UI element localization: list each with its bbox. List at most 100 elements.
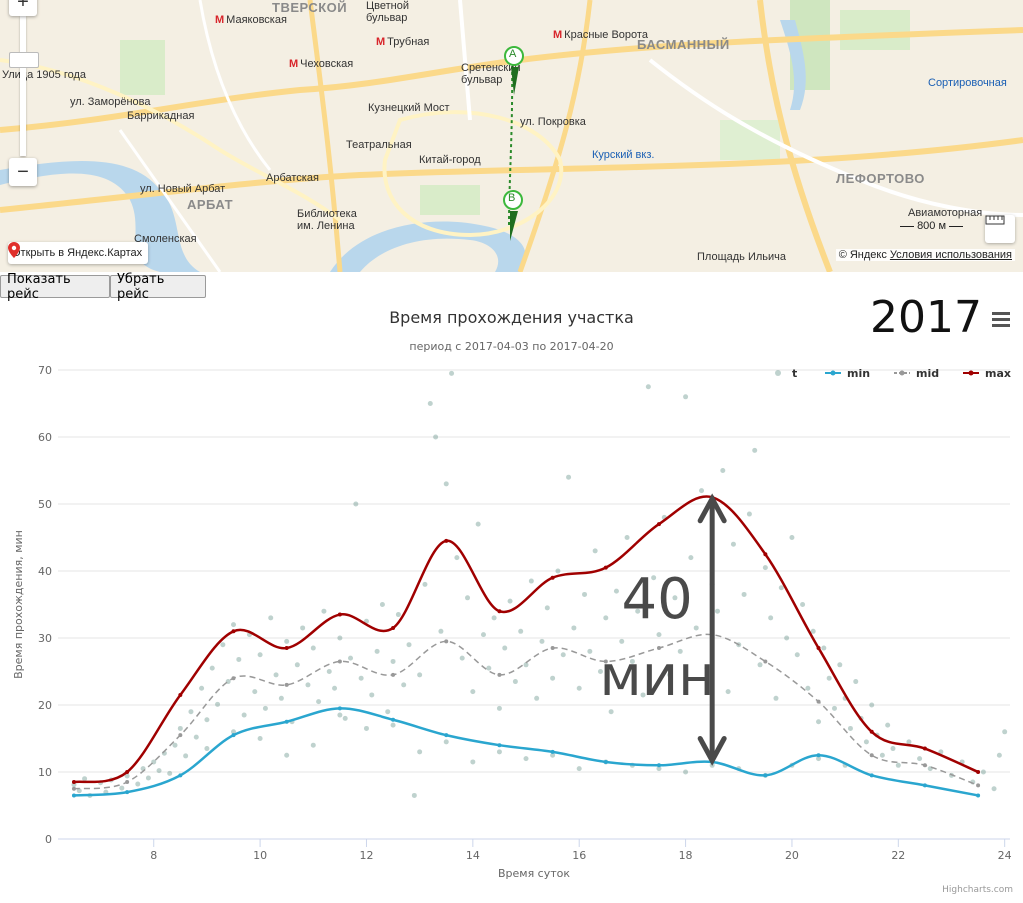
- scatter-point-t: [374, 648, 380, 654]
- street-label: Улица 1905 года: [2, 69, 86, 81]
- yandex-map[interactable]: ТВЕРСКОЙ БАСМАННЫЙ АРБАТ ЛЕФОРТОВО M Маяк…: [0, 0, 1023, 272]
- hide-route-button[interactable]: Убрать рейс: [110, 272, 206, 302]
- zoom-out-button[interactable]: −: [9, 158, 37, 186]
- series-marker-max: [976, 770, 981, 774]
- scatter-point-t: [215, 701, 221, 707]
- metro-station: Арбатская: [266, 172, 319, 184]
- scatter-point-t: [390, 722, 396, 728]
- series-marker-max: [284, 646, 289, 651]
- series-marker-mid: [231, 676, 236, 681]
- y-tick-label: 10: [38, 766, 52, 779]
- scatter-point-t: [523, 662, 529, 668]
- scatter-point-t: [566, 474, 572, 480]
- series-marker-min: [922, 783, 927, 788]
- metro-station: M Красные Ворота: [553, 29, 648, 41]
- series-marker-mid: [284, 682, 289, 687]
- scatter-point-t: [789, 535, 795, 540]
- scatter-point-t: [422, 581, 428, 587]
- scatter-point-t: [241, 712, 247, 718]
- scatter-point-t: [507, 598, 513, 604]
- scatter-point-t: [395, 612, 401, 618]
- street-label: ул. Заморёнова: [70, 96, 151, 108]
- series-marker-max: [816, 646, 821, 651]
- ruler-button[interactable]: [985, 215, 1015, 243]
- scatter-point-t: [124, 773, 130, 779]
- x-tick-label: 24: [998, 849, 1012, 862]
- scatter-point-t: [613, 588, 619, 594]
- scatter-point-t: [778, 585, 784, 591]
- scatter-point-t: [459, 655, 465, 661]
- scatter-point-t: [624, 535, 630, 540]
- show-route-button[interactable]: Показать рейс: [0, 272, 110, 302]
- scatter-point-t: [443, 481, 449, 487]
- series-marker-mid: [922, 763, 927, 768]
- scatter-point-t: [582, 591, 588, 597]
- scatter-point-t: [879, 752, 885, 758]
- annotation-unit: мин: [600, 644, 715, 709]
- scatter-point-t: [188, 709, 194, 715]
- series-marker-min: [284, 719, 289, 724]
- chart-credits[interactable]: Highcharts.com: [942, 885, 1013, 895]
- scatter-point-t: [470, 759, 476, 765]
- zoom-slider-handle[interactable]: [9, 52, 39, 68]
- chart-menu-icon[interactable]: [992, 312, 1010, 328]
- scatter-point-t: [417, 672, 423, 678]
- scatter-point-t: [284, 752, 290, 758]
- legend-label-max: max: [985, 367, 1011, 380]
- series-marker-min: [976, 793, 981, 798]
- scatter-point-t: [938, 749, 944, 755]
- annotation-value: 40: [622, 567, 693, 632]
- x-tick-label: 8: [150, 849, 157, 862]
- zoom-slider-track[interactable]: [20, 16, 26, 156]
- district-label: АРБАТ: [187, 197, 234, 212]
- zoom-in-button[interactable]: +: [9, 0, 37, 16]
- scatter-point-t: [465, 595, 471, 601]
- series-marker-max: [71, 780, 76, 785]
- scatter-point-t: [821, 645, 827, 651]
- scatter-point-t: [667, 672, 673, 678]
- street-label: ул. Новый Арбат: [140, 183, 226, 195]
- scatter-point-t: [656, 632, 662, 638]
- series-marker-mid: [444, 639, 449, 644]
- y-tick-label: 40: [38, 565, 52, 578]
- series-marker-min: [603, 759, 608, 764]
- scatter-point-t: [220, 642, 226, 648]
- scatter-point-t: [683, 769, 689, 775]
- scatter-point-t: [560, 652, 566, 658]
- scatter-point-t: [172, 742, 178, 748]
- y-tick-label: 70: [38, 364, 52, 377]
- legend-label-min: min: [847, 367, 870, 380]
- metro-station: Баррикадная: [127, 110, 195, 122]
- legend-symbol-mid: [899, 370, 905, 376]
- x-tick-label: 18: [679, 849, 693, 862]
- scatter-point-t: [385, 709, 391, 715]
- series-marker-max: [656, 522, 661, 527]
- chart-subtitle: период с 2017-04-03 по 2017-04-20: [409, 340, 614, 353]
- scatter-point-t: [262, 705, 268, 711]
- scatter-point-t: [794, 652, 800, 658]
- scatter-point-t: [592, 548, 598, 554]
- scatter-point-t: [353, 501, 359, 507]
- scatter-point-t: [651, 575, 657, 581]
- year-label: 2017: [870, 292, 982, 343]
- x-tick-label: 22: [891, 849, 905, 862]
- y-tick-label: 20: [38, 699, 52, 712]
- scatter-point-t: [730, 541, 736, 547]
- y-axis-title: Время прохождения, мин: [12, 530, 25, 679]
- series-marker-mid: [869, 753, 874, 758]
- series-marker-mid: [71, 786, 76, 791]
- open-in-yandex-maps-link[interactable]: Открыть в Яндекс.Картах: [8, 242, 149, 264]
- scatter-point-t: [268, 615, 274, 621]
- terms-of-use-link[interactable]: Условия использования: [889, 249, 1012, 261]
- scatter-point-t: [831, 705, 837, 711]
- scatter-point-t: [278, 695, 284, 701]
- series-marker-min: [391, 717, 396, 722]
- scatter-point-t: [640, 692, 646, 698]
- scatter-point-t: [725, 689, 731, 695]
- scatter-point-t: [746, 511, 752, 517]
- series-marker-max: [763, 552, 768, 557]
- scatter-point-t: [704, 665, 710, 671]
- x-tick-label: 20: [785, 849, 799, 862]
- scatter-point-t: [326, 669, 332, 674]
- scatter-point-t: [555, 568, 561, 574]
